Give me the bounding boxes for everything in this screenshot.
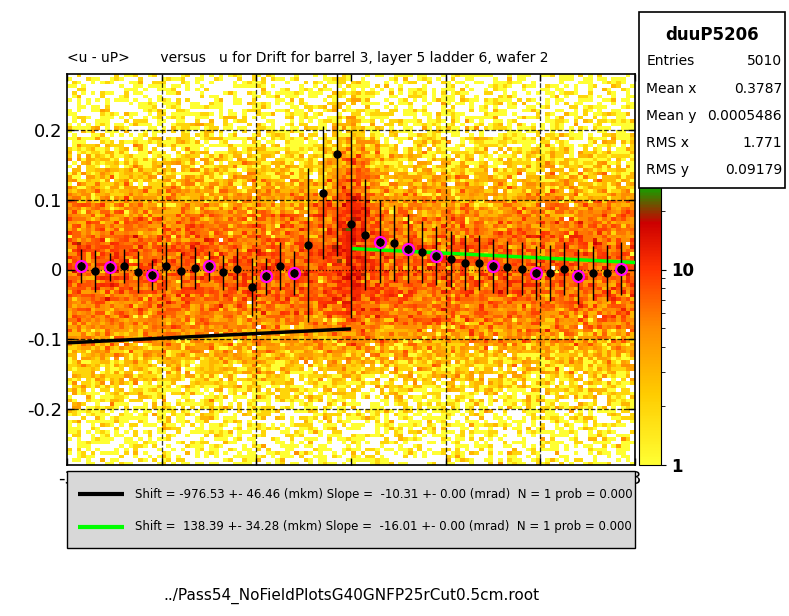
Text: Shift =  138.39 +- 34.28 (mkm) Slope =  -16.01 +- 0.00 (mrad)  N = 1 prob = 0.00: Shift = 138.39 +- 34.28 (mkm) Slope = -1…: [135, 520, 632, 533]
Text: Mean y: Mean y: [646, 109, 697, 123]
Text: duuP5206: duuP5206: [665, 26, 759, 44]
Text: <u - uP>       versus   u for Drift for barrel 3, layer 5 ladder 6, wafer 2: <u - uP> versus u for Drift for barrel 3…: [67, 51, 548, 65]
Text: 5010: 5010: [747, 54, 782, 68]
Text: RMS x: RMS x: [646, 136, 690, 150]
Text: 0.3787: 0.3787: [734, 82, 782, 95]
Text: RMS y: RMS y: [646, 163, 690, 177]
Text: 1.771: 1.771: [742, 136, 782, 150]
Text: Mean x: Mean x: [646, 82, 697, 95]
Text: ../Pass54_NoFieldPlotsG40GNFP25rCut0.5cm.root: ../Pass54_NoFieldPlotsG40GNFP25rCut0.5cm…: [163, 588, 539, 604]
Text: Entries: Entries: [646, 54, 694, 68]
Text: Shift = -976.53 +- 46.46 (mkm) Slope =  -10.31 +- 0.00 (mrad)  N = 1 prob = 0.00: Shift = -976.53 +- 46.46 (mkm) Slope = -…: [135, 488, 633, 501]
Text: 0.0005486: 0.0005486: [708, 109, 782, 123]
Text: 0.09179: 0.09179: [725, 163, 782, 177]
